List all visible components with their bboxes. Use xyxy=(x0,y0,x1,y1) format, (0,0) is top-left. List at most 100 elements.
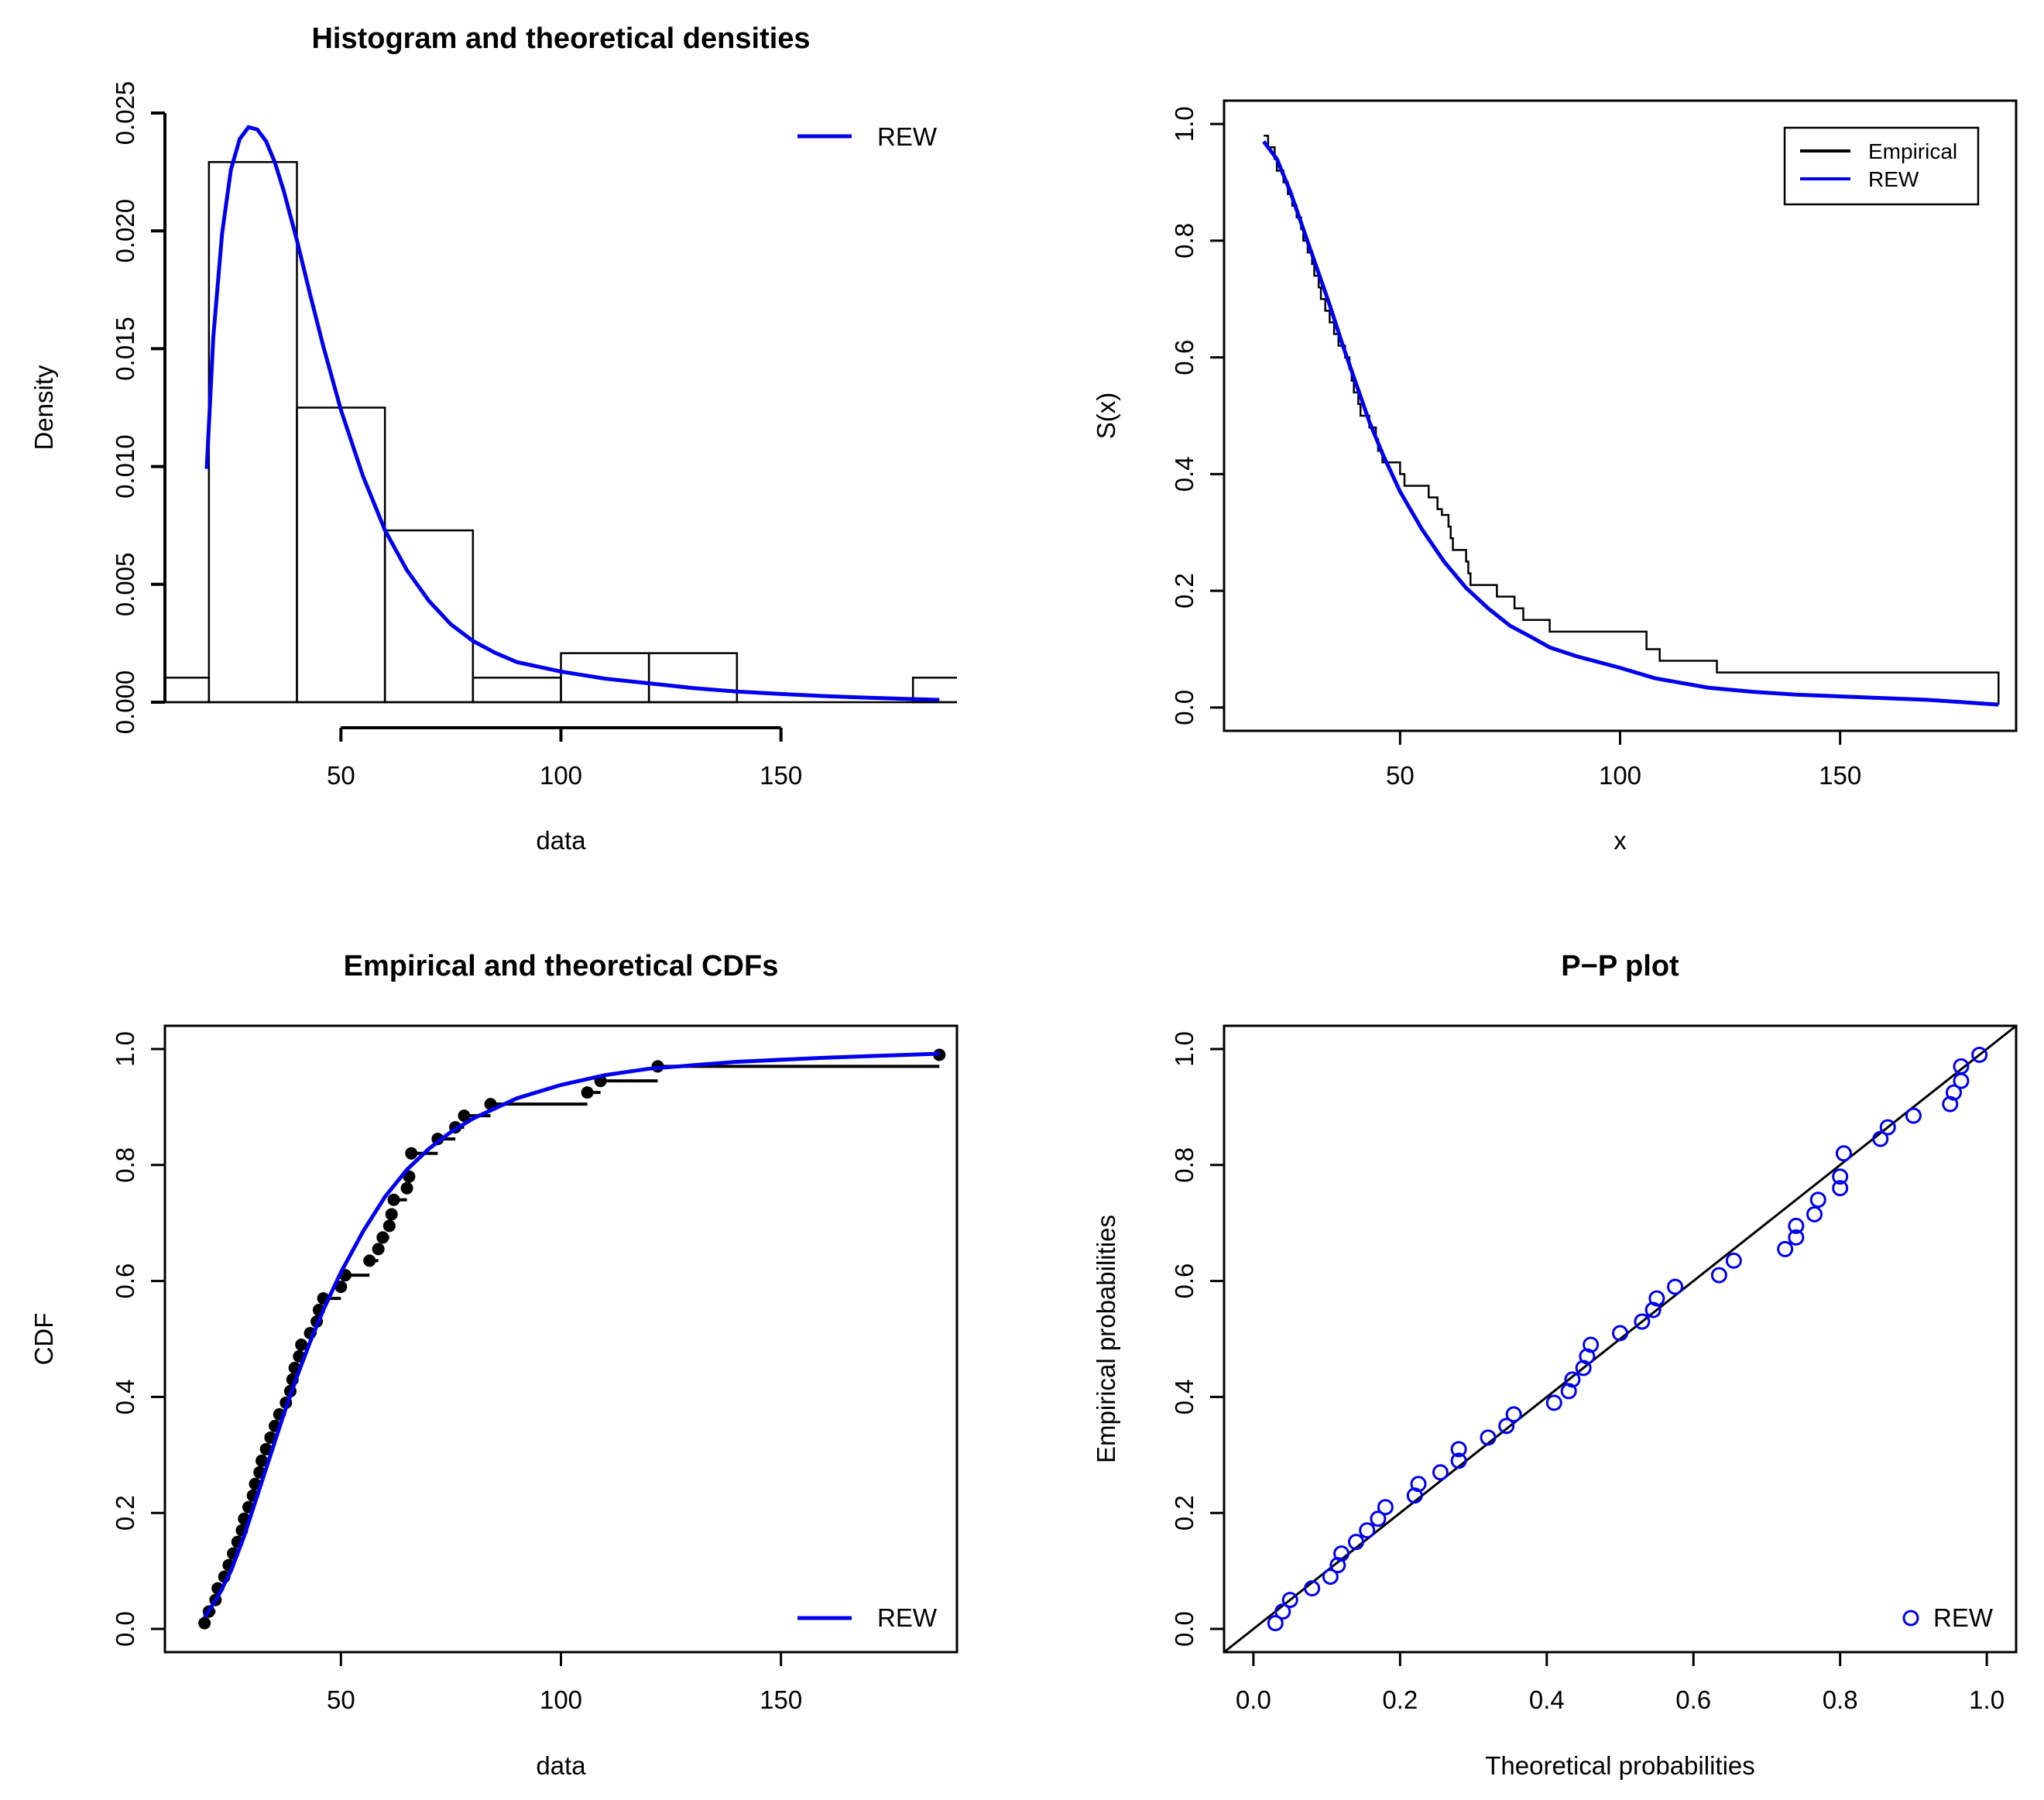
pp-point xyxy=(1359,1522,1376,1539)
ecdf-point xyxy=(334,1281,348,1294)
ecdf-point xyxy=(581,1086,594,1099)
histogram-bar xyxy=(296,406,386,704)
pp-point xyxy=(1450,1441,1467,1458)
x-tick-label: 0.4 xyxy=(1529,1685,1565,1714)
pp-point xyxy=(1832,1168,1849,1185)
x-tick-label: 0.6 xyxy=(1675,1685,1711,1714)
y-tick-label: 0.005 xyxy=(111,553,139,617)
x-axis-label: x xyxy=(1614,826,1627,855)
hist-title: Histogram and theoretical densities xyxy=(311,22,810,55)
x-axis-label: data xyxy=(536,826,586,855)
pp-x-axis: 0.0 0.2 0.4 0.6 0.8 1.0 xyxy=(1236,1652,2005,1714)
pp-point xyxy=(1806,1205,1823,1222)
pp-point xyxy=(1348,1534,1364,1551)
pp-point xyxy=(1835,1145,1852,1162)
pp-legend: REW xyxy=(1902,1603,1994,1632)
y-tick-label: 0.0 xyxy=(111,1611,139,1647)
x-tick-label: 50 xyxy=(327,1685,355,1714)
pp-point xyxy=(1809,1191,1826,1209)
pp-point xyxy=(1710,1267,1727,1284)
rew-cdf-curve xyxy=(203,1051,940,1619)
x-tick-label: 50 xyxy=(1386,761,1415,790)
hist-legend: REW xyxy=(797,122,938,151)
cdf-y-axis: 0.0 0.2 0.4 0.6 0.8 1.0 xyxy=(111,1031,165,1647)
y-tick-label: 0.6 xyxy=(1170,340,1199,375)
pp-point xyxy=(1953,1058,1970,1075)
hist-x-axis: 50 100 150 xyxy=(327,726,802,790)
legend-label: REW xyxy=(877,122,938,151)
pp-point xyxy=(1583,1336,1600,1353)
x-axis-label: data xyxy=(536,1751,586,1780)
pp-point xyxy=(1267,1615,1284,1632)
histogram-bar xyxy=(472,677,562,704)
x-tick-label: 100 xyxy=(540,761,582,790)
x-tick-label: 150 xyxy=(1819,761,1861,790)
x-tick-label: 0.8 xyxy=(1823,1685,1858,1714)
surv-y-axis: 0.0 0.2 0.4 0.6 0.8 1.0 xyxy=(1170,106,1224,725)
pp-point xyxy=(1450,1452,1467,1469)
ecdf-point xyxy=(458,1109,471,1123)
x-tick-label: 0.2 xyxy=(1382,1685,1418,1714)
legend-label: REW xyxy=(877,1603,938,1632)
hist-panel: Histogram and theoretical densities 0.000… xyxy=(29,22,957,855)
pp-point xyxy=(1905,1107,1922,1124)
ecdf-point xyxy=(400,1181,413,1195)
y-tick-label: 0.025 xyxy=(111,81,139,146)
y-axis-label: Density xyxy=(29,365,58,451)
pp-point xyxy=(1788,1217,1805,1234)
ecdf-point xyxy=(295,1338,308,1351)
pp-point xyxy=(1432,1464,1449,1481)
pp-point xyxy=(1777,1240,1794,1257)
pp-point xyxy=(1971,1046,1988,1063)
pp-point xyxy=(1879,1119,1896,1136)
y-axis-label: S(x) xyxy=(1092,393,1120,440)
reference-line xyxy=(1223,1024,2017,1654)
pp-point xyxy=(1304,1580,1321,1597)
y-tick-label: 0.8 xyxy=(1170,1147,1199,1183)
pp-point xyxy=(1872,1130,1889,1147)
pp-point xyxy=(1480,1429,1497,1446)
pp-point xyxy=(1281,1592,1298,1609)
x-tick-label: 150 xyxy=(760,1685,802,1714)
pp-point xyxy=(1498,1418,1515,1435)
pp-point xyxy=(1505,1406,1522,1423)
legend-marker xyxy=(1902,1610,1919,1627)
legend-box xyxy=(1783,126,1980,206)
rew-density-curve xyxy=(204,125,940,702)
y-tick-label: 0.4 xyxy=(111,1379,139,1414)
cdf-panel: Empirical and theoretical CDFs0.00.20.40… xyxy=(29,950,959,1780)
pp-point xyxy=(1788,1229,1805,1246)
hist-bars xyxy=(165,125,957,704)
ecdf-point xyxy=(256,1454,269,1467)
legend-label: Empirical xyxy=(1868,139,1957,163)
x-tick-label: 100 xyxy=(1599,761,1641,790)
pp-point xyxy=(1274,1603,1291,1620)
ecdf-point xyxy=(387,1193,400,1206)
pp-point xyxy=(1333,1545,1350,1562)
x-tick-label: 1.0 xyxy=(1969,1685,2005,1714)
ecdf-point xyxy=(376,1231,389,1244)
ecdf-point xyxy=(385,1208,398,1221)
cdf-legend: REW xyxy=(797,1603,938,1632)
y-tick-label: 0.000 xyxy=(111,670,139,735)
plot-frame xyxy=(1223,1024,2018,1654)
pp-point xyxy=(1667,1278,1684,1295)
pp-point xyxy=(1370,1510,1387,1527)
surv-x-axis: 50 100 150 xyxy=(1386,731,1861,790)
pp-point xyxy=(1725,1252,1742,1269)
pp-point xyxy=(1945,1084,1962,1101)
histogram-bar xyxy=(647,652,739,704)
y-tick-label: 0.8 xyxy=(111,1147,139,1183)
surv-legend: Empirical REW xyxy=(1783,126,1980,206)
pp-point xyxy=(1377,1499,1394,1516)
pp-point xyxy=(1322,1569,1339,1586)
legend-label: REW xyxy=(1868,167,1919,191)
surv-panel: 0.0 0.2 0.4 0.6 0.8 1.0 50 100 150 x S(x) Empirical… xyxy=(1092,99,2018,855)
y-tick-label: 0.4 xyxy=(1170,456,1199,492)
pp-point xyxy=(1612,1325,1628,1342)
ecdf-point xyxy=(363,1254,376,1267)
y-tick-label: 1.0 xyxy=(1170,1031,1199,1067)
pp-y-axis: 0.0 0.2 0.4 0.6 0.8 1.0 xyxy=(1170,1031,1224,1647)
